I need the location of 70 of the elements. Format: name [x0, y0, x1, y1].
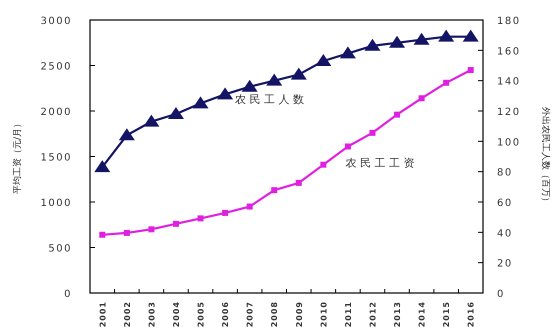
- point: [266, 74, 282, 86]
- point: [418, 95, 425, 102]
- y2-tick-label: 60: [497, 198, 513, 209]
- point: [168, 107, 184, 120]
- point: [320, 162, 326, 168]
- point: [198, 215, 204, 222]
- x-tick-label: 2002: [122, 301, 132, 328]
- x-tick-label: 2014: [418, 301, 427, 328]
- point: [94, 160, 110, 172]
- point: [364, 38, 380, 51]
- point: [99, 232, 106, 238]
- point: [118, 128, 135, 140]
- y2-tick-label: 120: [497, 107, 521, 118]
- point: [344, 143, 351, 150]
- x-tick-label: 2012: [368, 301, 378, 328]
- y2-tick-label: 180: [497, 16, 521, 27]
- y-tick-label: 500: [48, 244, 72, 254]
- y2-tick-label: 160: [497, 46, 521, 58]
- point: [148, 226, 154, 232]
- point: [172, 220, 179, 227]
- y-tick-label: 1500: [40, 152, 72, 164]
- plot: 0 500 1000 1500 2000 2500 3000 0 20 40 60 80 100 120 140 160 180 2001 2002 2003 2004 2005 2006 2007 2008 2009 2010 2011 2012 2013 2014 2015 2016 平均工资（元/月） 外出农民工人数（百万） 农 民 工 人 数 农 民 工 工 资: [13, 16, 550, 328]
- x-tick-label: 2001: [98, 301, 108, 328]
- y-tick-label: 1000: [40, 198, 72, 209]
- series-label: 农 民 工 工 资: [345, 156, 414, 170]
- x-tick-label: 2011: [344, 301, 353, 328]
- point: [438, 30, 454, 42]
- x-tick-label: 2006: [221, 301, 230, 328]
- point: [462, 30, 479, 42]
- point: [271, 187, 278, 194]
- x-tick-label: 2004: [172, 301, 181, 328]
- x-tick-label: 2016: [466, 301, 476, 328]
- y2-tick-label: 140: [497, 76, 521, 88]
- point: [242, 80, 258, 92]
- point: [443, 80, 450, 86]
- x-tick-label: 2005: [196, 301, 206, 328]
- point: [414, 32, 430, 45]
- series-label: 农 民 工 人 数: [234, 92, 304, 106]
- y2-tick-label: 100: [497, 137, 521, 148]
- point: [315, 54, 332, 66]
- point: [394, 112, 400, 118]
- y-tick-label: 0: [64, 289, 72, 300]
- x-tick-label: 2007: [246, 301, 255, 328]
- x-tick-label: 2015: [442, 301, 452, 328]
- y2-tick-label: 80: [497, 168, 513, 179]
- point: [124, 230, 130, 236]
- point: [290, 68, 307, 80]
- y-axis-title: 平均工资（元/月）: [12, 118, 23, 194]
- y2-axis-title: 外出农民工人数（百万）: [540, 107, 551, 206]
- point: [222, 210, 228, 216]
- x-tick-label: 2010: [319, 301, 328, 328]
- y-tick-label: 2500: [40, 62, 72, 72]
- point: [468, 67, 474, 74]
- y-tick-label: 3000: [40, 16, 72, 27]
- y2-tick-label: 40: [497, 228, 513, 240]
- point: [369, 130, 376, 136]
- point: [340, 46, 356, 58]
- y-tick-label: 2000: [40, 107, 72, 118]
- x-tick-label: 2003: [147, 301, 156, 328]
- point: [246, 204, 253, 210]
- point: [389, 36, 406, 48]
- y2-tick-label: 20: [497, 258, 513, 270]
- point: [143, 114, 160, 127]
- point: [217, 87, 234, 100]
- x-tick-label: 2008: [270, 301, 280, 328]
- point: [296, 180, 302, 186]
- y2-tick-label: 0: [497, 289, 505, 300]
- x-tick-label: 2013: [393, 301, 402, 328]
- x-tick-label: 2009: [294, 301, 304, 328]
- point: [192, 96, 209, 108]
